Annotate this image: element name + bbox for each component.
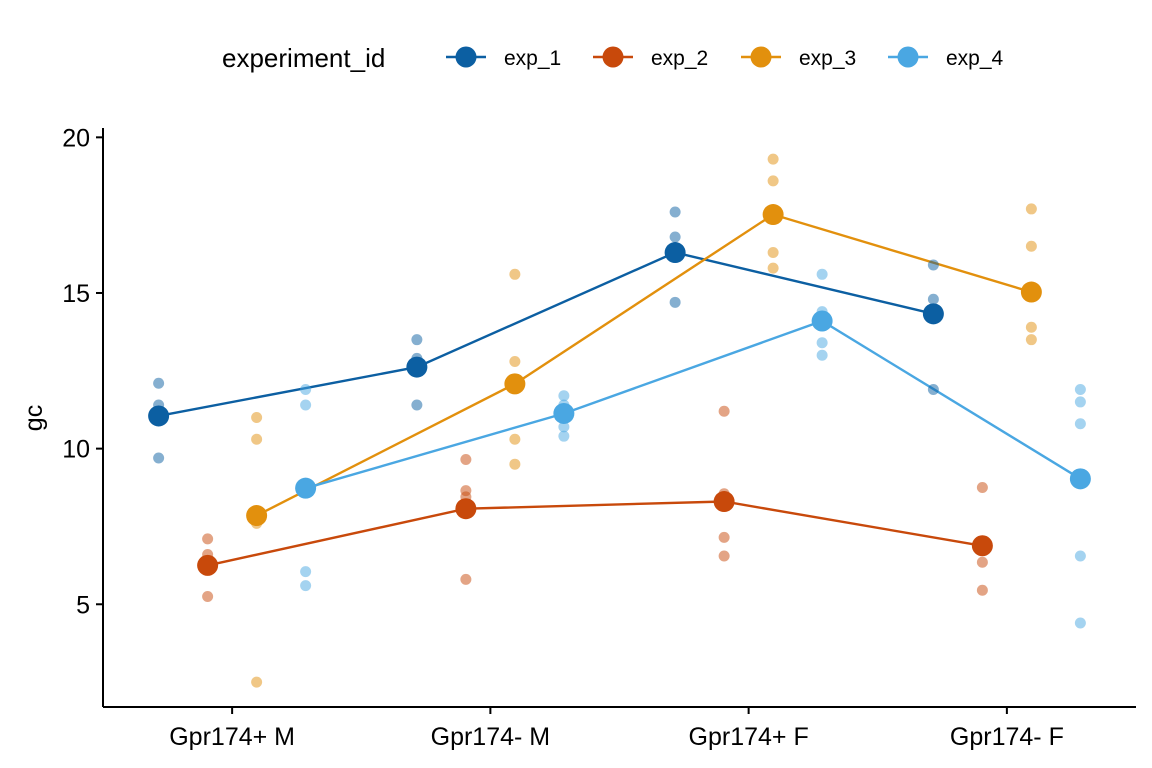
data-point-exp_1 [669, 296, 681, 308]
data-point-exp_2 [976, 584, 988, 596]
data-point-exp_4 [1074, 617, 1086, 629]
data-point-exp_3 [1025, 321, 1037, 333]
mean-point-exp_4 [811, 310, 833, 332]
x-ticks: Gpr174+ M Gpr174- M Gpr174+ F Gpr174- F [169, 707, 1064, 751]
data-point-exp_3 [251, 676, 263, 688]
data-point-exp_3 [1025, 334, 1037, 346]
data-point-exp_2 [202, 533, 214, 545]
mean-point-exp_2 [713, 491, 735, 513]
data-point-exp_3 [767, 175, 779, 187]
series-line-exp_2 [207, 500, 983, 567]
legend-key-dot-exp_3 [750, 46, 772, 68]
data-point-exp_4 [1074, 383, 1086, 395]
mean-point-exp_4 [295, 477, 317, 499]
mean-point-exp_3 [246, 505, 268, 527]
data-point-exp_4 [558, 390, 570, 402]
data-point-exp_2 [460, 573, 472, 585]
data-point-exp_4 [300, 383, 312, 395]
x-tick-label: Gpr174- F [950, 723, 1064, 751]
y-axis-title: gc [20, 405, 48, 431]
data-point-exp_2 [202, 590, 214, 602]
mean-point-exp_1 [148, 405, 170, 427]
legend-label-exp_4: exp_4 [946, 47, 1004, 70]
data-point-exp_1 [927, 293, 939, 305]
data-point-exp_3 [1025, 203, 1037, 215]
data-point-exp_3 [509, 268, 521, 280]
data-point-exp_3 [767, 153, 779, 165]
data-point-exp_1 [669, 206, 681, 218]
mean-point-exp_1 [922, 303, 944, 325]
y-tick-label: 15 [62, 280, 90, 308]
mean-point-exp_4 [1069, 468, 1091, 490]
data-point-exp_4 [1074, 396, 1086, 408]
series-lines [158, 213, 1082, 567]
legend-label-exp_2: exp_2 [651, 47, 708, 70]
data-point-exp_4 [300, 580, 312, 592]
legend-label-exp_1: exp_1 [504, 47, 561, 70]
x-tick-label: Gpr174+ F [689, 723, 809, 751]
series-line-exp_3 [256, 213, 1032, 517]
series-line-exp_4 [305, 319, 1082, 490]
mean-point-exp_2 [455, 498, 477, 520]
data-point-exp_1 [153, 377, 165, 389]
data-point-exp_2 [718, 550, 730, 562]
mean-point-exp_3 [504, 373, 526, 395]
data-point-exp_1 [669, 231, 681, 243]
data-point-exp_4 [816, 337, 828, 349]
legend-label-exp_3: exp_3 [799, 47, 856, 70]
mean-point-exp_4 [553, 402, 575, 424]
mean-point-exp_1 [406, 356, 428, 378]
data-point-exp_3 [509, 458, 521, 470]
data-point-exp_3 [1025, 240, 1037, 252]
data-point-exp_4 [558, 430, 570, 442]
raw-points [153, 153, 1086, 688]
data-point-exp_3 [767, 247, 779, 259]
mean-point-exp_2 [197, 554, 219, 576]
axes [102, 128, 1136, 708]
data-point-exp_1 [927, 259, 939, 271]
data-point-exp_3 [509, 355, 521, 367]
legend-key-dot-exp_2 [602, 46, 624, 68]
data-point-exp_4 [300, 399, 312, 411]
y-tick-label: 5 [76, 591, 90, 619]
legend: experiment_id exp_1 exp_2 exp_3 exp_4 [222, 43, 1004, 73]
data-point-exp_4 [1074, 550, 1086, 562]
data-point-exp_4 [816, 268, 828, 280]
data-point-exp_2 [976, 556, 988, 568]
data-point-exp_1 [411, 334, 423, 346]
data-point-exp_2 [976, 482, 988, 494]
data-point-exp_3 [767, 262, 779, 274]
data-point-exp_4 [558, 421, 570, 433]
data-point-exp_2 [718, 405, 730, 417]
x-tick-label: Gpr174- M [431, 723, 550, 751]
mean-points [148, 204, 1091, 576]
legend-key-dot-exp_4 [897, 46, 919, 68]
data-point-exp_4 [816, 349, 828, 361]
data-point-exp_3 [251, 412, 263, 423]
data-point-exp_4 [1074, 418, 1086, 430]
legend-title: experiment_id [222, 43, 385, 73]
data-point-exp_2 [718, 531, 730, 543]
legend-key-dot-exp_1 [455, 46, 477, 68]
data-point-exp_3 [251, 433, 263, 445]
mean-point-exp_1 [664, 242, 686, 264]
mean-point-exp_3 [1020, 281, 1042, 303]
data-point-exp_1 [927, 383, 939, 395]
data-point-exp_1 [411, 399, 423, 411]
data-point-exp_4 [300, 566, 312, 578]
data-point-exp_1 [153, 452, 165, 464]
x-tick-label: Gpr174+ M [169, 723, 295, 751]
series-line-exp_1 [158, 251, 934, 418]
y-ticks: 5 10 15 20 [62, 124, 103, 619]
y-tick-label: 20 [62, 124, 90, 152]
mean-point-exp_2 [971, 535, 993, 557]
y-tick-label: 10 [62, 436, 90, 464]
data-point-exp_2 [460, 454, 472, 466]
data-point-exp_3 [509, 433, 521, 445]
mean-point-exp_3 [762, 204, 784, 226]
